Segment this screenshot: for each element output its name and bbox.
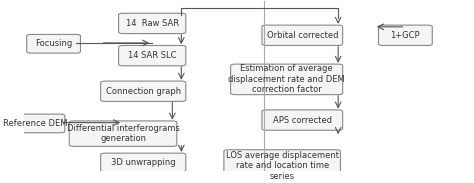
FancyBboxPatch shape xyxy=(224,150,340,182)
Text: LOS average displacement
rate and location time
series: LOS average displacement rate and locati… xyxy=(226,151,338,181)
FancyBboxPatch shape xyxy=(69,121,177,146)
FancyBboxPatch shape xyxy=(118,45,186,66)
Text: Reference DEM: Reference DEM xyxy=(3,119,68,128)
Text: Connection graph: Connection graph xyxy=(106,87,181,96)
Text: 1+GCP: 1+GCP xyxy=(391,31,420,40)
FancyBboxPatch shape xyxy=(231,64,343,95)
Text: 14 SAR SLC: 14 SAR SLC xyxy=(128,51,176,60)
FancyBboxPatch shape xyxy=(118,13,186,34)
FancyBboxPatch shape xyxy=(262,110,343,130)
FancyBboxPatch shape xyxy=(262,25,343,45)
FancyBboxPatch shape xyxy=(100,81,186,101)
Text: Differential interferograms
generation: Differential interferograms generation xyxy=(67,124,180,143)
FancyBboxPatch shape xyxy=(379,25,432,45)
Text: Focusing: Focusing xyxy=(35,39,72,48)
FancyBboxPatch shape xyxy=(7,114,65,133)
Text: Orbital corrected: Orbital corrected xyxy=(266,31,338,40)
FancyBboxPatch shape xyxy=(27,34,81,53)
Text: 14  Raw SAR: 14 Raw SAR xyxy=(126,19,179,28)
FancyBboxPatch shape xyxy=(100,153,186,172)
Text: APS corrected: APS corrected xyxy=(273,116,332,125)
Text: 3D unwrapping: 3D unwrapping xyxy=(111,158,175,167)
Text: Estimation of average
displacement rate and DEM
correction factor: Estimation of average displacement rate … xyxy=(228,64,345,94)
